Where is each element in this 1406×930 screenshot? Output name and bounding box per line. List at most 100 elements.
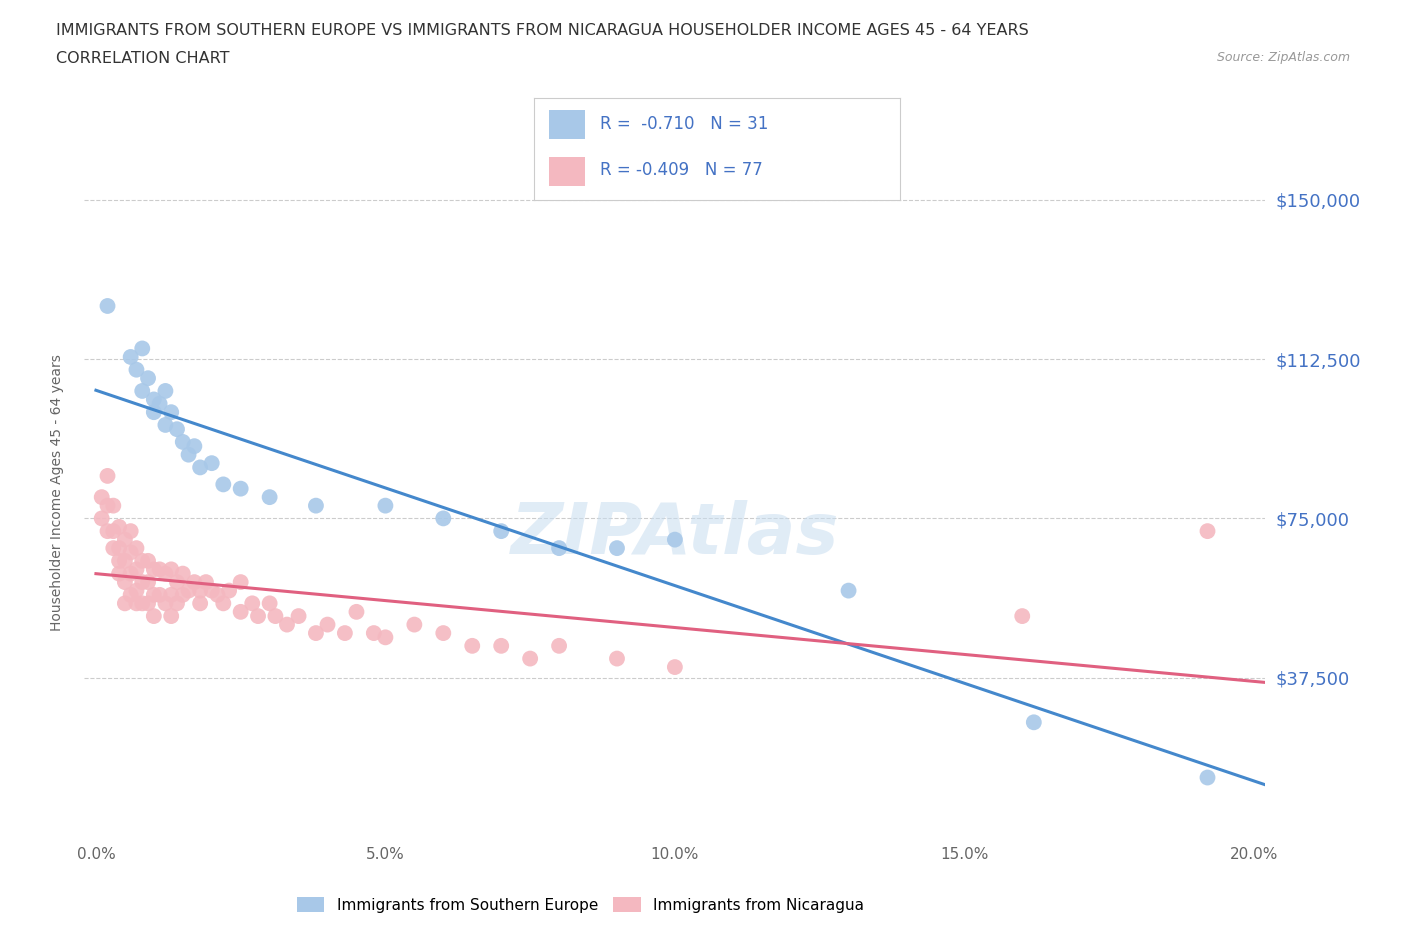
- Point: [136, 371, 159, 386]
- Point: [548, 638, 571, 653]
- Bar: [548, 157, 585, 186]
- Point: [142, 392, 165, 407]
- Point: [96, 524, 118, 538]
- Point: [142, 405, 165, 419]
- Point: [149, 562, 172, 577]
- Point: [1197, 770, 1219, 785]
- Point: [131, 383, 153, 398]
- Point: [125, 363, 148, 378]
- Point: [183, 575, 205, 590]
- Point: [108, 566, 131, 581]
- Point: [114, 575, 136, 590]
- Point: [287, 608, 309, 623]
- Point: [136, 596, 159, 611]
- Point: [201, 583, 224, 598]
- Point: [218, 583, 240, 598]
- Text: R =  -0.710   N = 31: R = -0.710 N = 31: [600, 114, 769, 133]
- Point: [201, 456, 224, 471]
- Point: [461, 638, 484, 653]
- Point: [664, 659, 686, 674]
- Bar: [548, 110, 585, 139]
- Point: [212, 477, 235, 492]
- Point: [374, 630, 396, 644]
- Point: [172, 566, 194, 581]
- Point: [125, 583, 148, 598]
- Point: [489, 638, 512, 653]
- Point: [172, 588, 194, 603]
- Point: [108, 540, 131, 555]
- Point: [136, 553, 159, 568]
- Point: [155, 418, 177, 432]
- Point: [548, 540, 571, 555]
- Point: [606, 651, 628, 666]
- Point: [519, 651, 541, 666]
- Point: [838, 583, 860, 598]
- Point: [188, 583, 211, 598]
- Text: R = -0.409   N = 77: R = -0.409 N = 77: [600, 161, 763, 179]
- Point: [229, 575, 252, 590]
- Point: [125, 596, 148, 611]
- Point: [90, 511, 112, 525]
- Point: [149, 396, 172, 411]
- Point: [103, 524, 125, 538]
- Point: [333, 626, 356, 641]
- Y-axis label: Householder Income Ages 45 - 64 years: Householder Income Ages 45 - 64 years: [49, 354, 63, 631]
- Point: [664, 532, 686, 547]
- Point: [125, 562, 148, 577]
- Point: [240, 596, 263, 611]
- Point: [188, 460, 211, 475]
- Point: [259, 596, 281, 611]
- Point: [108, 520, 131, 535]
- Legend: Immigrants from Southern Europe, Immigrants from Nicaragua: Immigrants from Southern Europe, Immigra…: [291, 891, 870, 919]
- Point: [120, 566, 142, 581]
- Point: [96, 498, 118, 513]
- Point: [114, 553, 136, 568]
- Point: [160, 405, 183, 419]
- Point: [194, 575, 217, 590]
- Point: [166, 575, 188, 590]
- Point: [155, 566, 177, 581]
- Point: [346, 604, 368, 619]
- Point: [103, 498, 125, 513]
- Point: [259, 490, 281, 505]
- Point: [155, 596, 177, 611]
- Point: [172, 434, 194, 449]
- Point: [363, 626, 385, 641]
- Point: [1022, 715, 1045, 730]
- Point: [305, 626, 328, 641]
- Point: [114, 532, 136, 547]
- Point: [188, 596, 211, 611]
- Point: [212, 596, 235, 611]
- Point: [264, 608, 287, 623]
- Point: [183, 439, 205, 454]
- Point: [120, 545, 142, 560]
- Point: [103, 540, 125, 555]
- Point: [432, 626, 454, 641]
- Point: [276, 618, 298, 632]
- Point: [229, 604, 252, 619]
- Point: [177, 447, 200, 462]
- Point: [229, 481, 252, 496]
- Point: [207, 588, 229, 603]
- Text: IMMIGRANTS FROM SOUTHERN EUROPE VS IMMIGRANTS FROM NICARAGUA HOUSEHOLDER INCOME : IMMIGRANTS FROM SOUTHERN EUROPE VS IMMIG…: [56, 23, 1029, 38]
- Point: [96, 299, 118, 313]
- Point: [155, 383, 177, 398]
- Text: Source: ZipAtlas.com: Source: ZipAtlas.com: [1216, 51, 1350, 64]
- Point: [160, 588, 183, 603]
- Point: [131, 553, 153, 568]
- Point: [131, 341, 153, 356]
- Point: [131, 575, 153, 590]
- Point: [316, 618, 339, 632]
- Point: [166, 596, 188, 611]
- Point: [160, 562, 183, 577]
- Point: [114, 596, 136, 611]
- Point: [142, 588, 165, 603]
- Point: [120, 350, 142, 365]
- Point: [120, 588, 142, 603]
- Point: [149, 588, 172, 603]
- Point: [1197, 524, 1219, 538]
- Point: [142, 608, 165, 623]
- Point: [305, 498, 328, 513]
- Point: [131, 596, 153, 611]
- Point: [432, 511, 454, 525]
